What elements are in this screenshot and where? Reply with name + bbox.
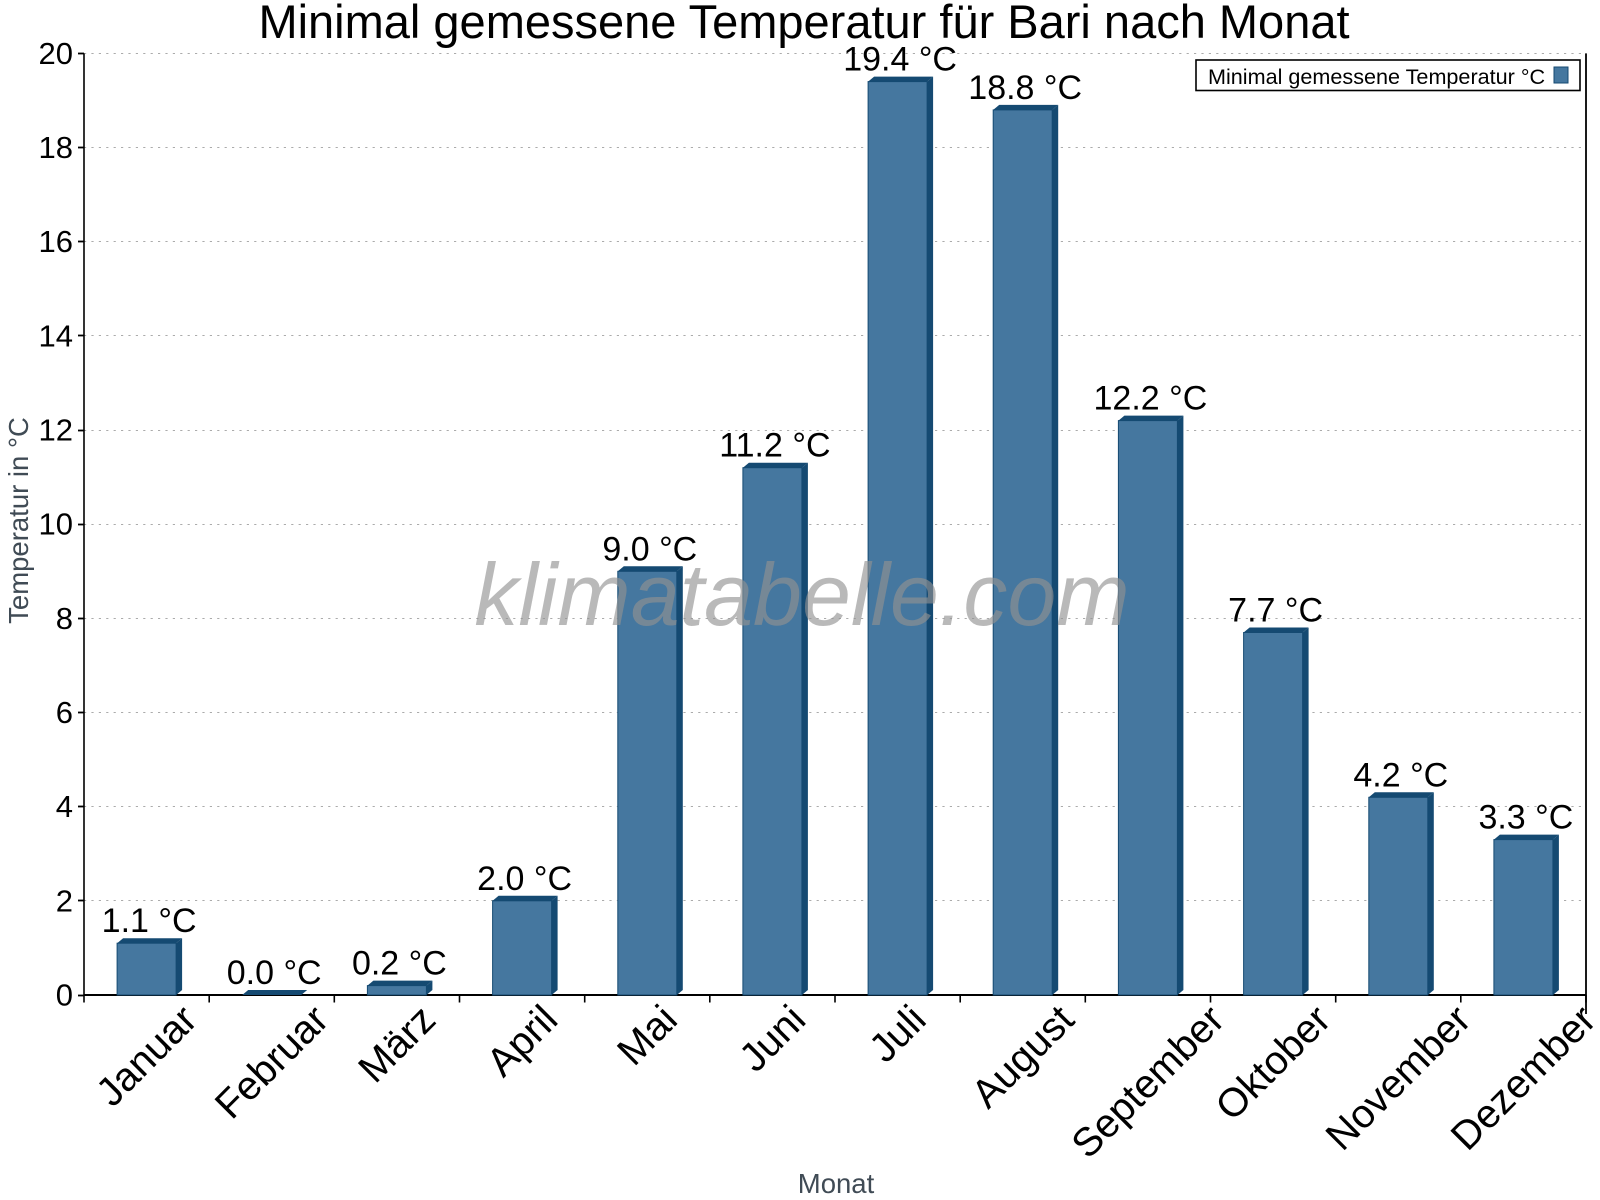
svg-text:10: 10 (39, 507, 73, 542)
svg-text:4.2 °C: 4.2 °C (1353, 756, 1448, 794)
svg-text:1.1 °C: 1.1 °C (102, 902, 197, 940)
svg-text:16: 16 (39, 224, 73, 259)
svg-text:19.4 °C: 19.4 °C (843, 41, 957, 79)
svg-text:14: 14 (39, 318, 73, 353)
svg-text:9.0 °C: 9.0 °C (602, 530, 697, 568)
svg-text:20: 20 (39, 36, 73, 71)
svg-text:Monat: Monat (798, 1168, 875, 1199)
svg-text:8: 8 (56, 601, 73, 636)
svg-text:0.2 °C: 0.2 °C (352, 945, 447, 983)
svg-text:0.0 °C: 0.0 °C (227, 954, 322, 992)
svg-text:12.2 °C: 12.2 °C (1094, 380, 1208, 418)
svg-text:2.0 °C: 2.0 °C (477, 860, 572, 898)
svg-text:3.3 °C: 3.3 °C (1478, 799, 1573, 837)
svg-text:18.8 °C: 18.8 °C (968, 69, 1082, 107)
svg-text:6: 6 (56, 695, 73, 730)
svg-text:klimatabelle.com: klimatabelle.com (474, 545, 1129, 644)
svg-text:12: 12 (39, 413, 73, 448)
svg-text:Temperatur in °C: Temperatur in °C (3, 417, 34, 624)
svg-text:2: 2 (56, 883, 73, 918)
svg-text:11.2 °C: 11.2 °C (719, 427, 830, 465)
svg-text:Minimal gemessene Temperatur f: Minimal gemessene Temperatur für Bari na… (258, 0, 1349, 48)
svg-text:0: 0 (56, 978, 73, 1013)
svg-text:Minimal gemessene Temperatur °: Minimal gemessene Temperatur °C (1208, 64, 1545, 89)
svg-text:18: 18 (39, 130, 73, 165)
svg-text:7.7 °C: 7.7 °C (1228, 592, 1323, 630)
svg-text:4: 4 (56, 789, 73, 824)
